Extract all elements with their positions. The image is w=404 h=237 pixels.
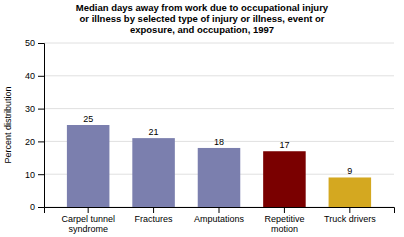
x-tick-label: Carpel tunnelsyndrome xyxy=(61,214,115,234)
data-label: 25 xyxy=(83,114,93,124)
y-tick: 40 xyxy=(25,71,44,81)
x-tick-label: Truck drivers xyxy=(324,214,376,224)
bar xyxy=(67,125,110,207)
bar xyxy=(132,138,175,207)
x-tick-mark xyxy=(284,207,285,213)
y-tick: 20 xyxy=(25,137,44,147)
x-tick: Fractures xyxy=(135,207,174,224)
y-tick: 30 xyxy=(25,104,44,114)
bar xyxy=(263,151,306,207)
x-tick: Carpel tunnelsyndrome xyxy=(61,207,115,234)
bar xyxy=(198,148,241,207)
grid xyxy=(44,43,394,207)
x-tick-mark xyxy=(219,207,220,213)
x-axis-line xyxy=(45,208,395,214)
y-axis-line xyxy=(38,44,45,208)
y-tick-label: 30 xyxy=(25,104,35,114)
x-tick-label: Repetitivemotion xyxy=(264,214,304,234)
grid-line xyxy=(44,108,394,109)
y-tick: 10 xyxy=(25,170,44,180)
bars xyxy=(67,125,371,207)
x-tick: Truck drivers xyxy=(324,207,376,224)
y-tick: 50 xyxy=(25,38,44,48)
x-tick-mark xyxy=(349,207,350,213)
y-tick-label: 40 xyxy=(25,71,35,81)
x-axis: Carpel tunnelsyndrome Fractures Amputation… xyxy=(45,207,395,234)
y-tick-mark xyxy=(38,76,44,77)
y-tick-mark xyxy=(38,141,44,142)
data-label: 18 xyxy=(214,137,224,147)
grid-line xyxy=(44,75,394,76)
x-tick-label: Amputations xyxy=(194,214,245,224)
y-tick-label: 0 xyxy=(30,202,35,212)
y-axis: 0 10 20 30 40 50 xyxy=(25,38,45,212)
y-tick-label: 50 xyxy=(25,38,35,48)
y-tick-mark xyxy=(38,109,44,110)
x-tick-mark xyxy=(88,207,89,213)
title: Median days away from work due to occupa… xyxy=(76,2,329,35)
data-label: 21 xyxy=(149,127,159,137)
y-tick-label: 10 xyxy=(25,170,35,180)
data-label: 9 xyxy=(347,166,352,176)
bar xyxy=(329,177,372,207)
y-tick-mark xyxy=(38,207,44,208)
x-tick-mark xyxy=(153,207,154,213)
data-label: 17 xyxy=(279,140,289,150)
x-tick: Repetitivemotion xyxy=(264,207,304,234)
plot-area: 0 10 20 30 40 50 Carpel tunnelsyndrome Fracture… xyxy=(25,38,395,234)
y-tick-mark xyxy=(38,174,44,175)
grid-line xyxy=(44,43,394,44)
y-tick-mark xyxy=(38,43,44,44)
x-tick: Amputations xyxy=(194,207,245,224)
x-tick-label: Fractures xyxy=(135,214,174,224)
y-tick: 0 xyxy=(30,202,44,212)
data-labels: 25 21 18 17 9 xyxy=(83,114,352,176)
y-tick-label: 20 xyxy=(25,137,35,147)
chart: Median days away from work due to occupa… xyxy=(0,0,404,237)
y-axis-title: Percent distribution xyxy=(3,86,13,163)
